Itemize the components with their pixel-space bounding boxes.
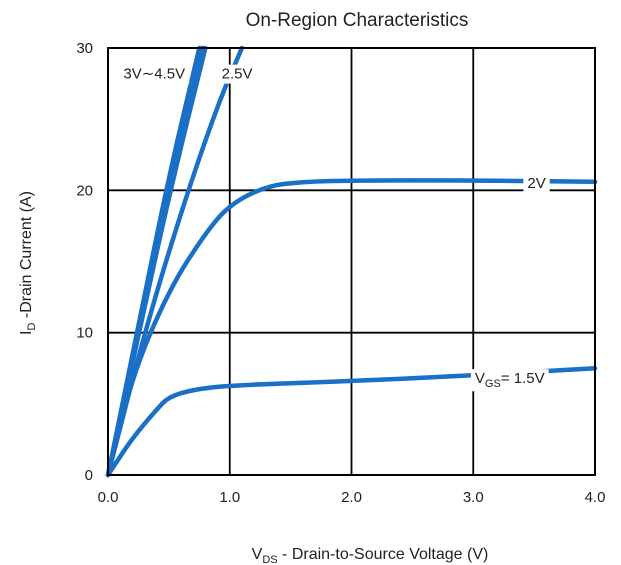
curve-4 — [105, 45, 245, 478]
x-tick-label: 1.0 — [219, 489, 240, 506]
curve-label-2: 2V — [523, 174, 550, 194]
label-rest: = 1.5V — [501, 370, 545, 387]
curve-label-text: VGS= 1.5V — [475, 370, 545, 390]
y-tick-label: 0 — [85, 467, 93, 484]
curve-label-text: 2.5V — [222, 66, 253, 83]
curve-labels: 3V∼4.5V 2.5V 2V VGS= 1.5V — [119, 64, 550, 392]
curve-label-3: VGS= 1.5V — [470, 369, 549, 392]
label-main: V — [475, 370, 485, 387]
curve-3 — [105, 45, 208, 478]
gridlines — [108, 48, 595, 475]
curve-6 — [105, 366, 598, 478]
curve-label-text: 2V — [527, 175, 545, 192]
curve-5 — [105, 178, 598, 478]
x-tick-label: 0.0 — [98, 489, 119, 506]
plot-frame — [107, 47, 596, 476]
curve-label-text: 3V∼4.5V — [123, 66, 185, 83]
x-tick-label: 2.0 — [341, 489, 362, 506]
y-axis-ticks: 0 10 20 30 — [76, 40, 93, 484]
curve-label-bg — [119, 64, 190, 84]
label-subscript: GS — [485, 378, 501, 390]
y-tick-label: 10 — [76, 325, 93, 342]
curve-label-bg — [470, 369, 549, 392]
y-axis-label: ID -Drain Current (A) — [18, 191, 38, 335]
curve-label-0: 3V∼4.5V — [119, 64, 190, 84]
curve-label-bg — [217, 64, 257, 84]
y-tick-label: 20 — [76, 182, 93, 199]
curve-label-bg — [523, 174, 550, 194]
chart-title: On-Region Characteristics — [246, 10, 469, 31]
x-tick-label: 3.0 — [463, 489, 484, 506]
curve-label-1: 2.5V — [217, 64, 257, 84]
x-axis-label: VDS - Drain-to-Source Voltage (V) — [252, 546, 489, 565]
y-tick-label: 30 — [76, 40, 93, 57]
curves — [105, 45, 598, 478]
x-tick-label: 4.0 — [585, 489, 606, 506]
x-axis-ticks: 0.0 1.0 2.0 3.0 4.0 — [98, 489, 606, 506]
